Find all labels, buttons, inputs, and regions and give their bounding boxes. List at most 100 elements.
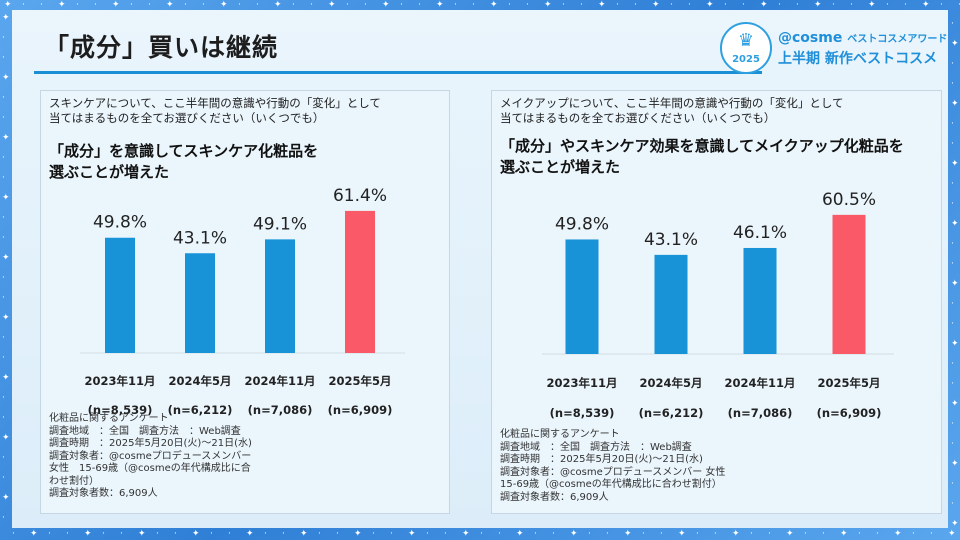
sparkle-decoration: ✦ xyxy=(4,0,12,10)
sparkle-decoration: · xyxy=(750,529,753,539)
sparkle-decoration: ✦ xyxy=(951,99,959,109)
note-line: 調査対象者数：6,909人 xyxy=(500,491,609,503)
sparkle-decoration: · xyxy=(364,0,367,10)
bar-2023年11月 xyxy=(105,237,135,353)
sparkle-decoration: ✦ xyxy=(2,313,10,323)
sparkle-decoration: · xyxy=(2,413,5,423)
sparkle-decoration: ✦ xyxy=(948,529,956,539)
sparkle-decoration: · xyxy=(184,0,187,10)
chart-title-line: 「成分」を意識してスキンケア化粧品を xyxy=(49,142,319,160)
sparkle-decoration: · xyxy=(616,0,619,10)
sparkle-decoration: · xyxy=(40,0,43,10)
data-label: 49.8% xyxy=(93,213,147,233)
sparkle-decoration: · xyxy=(480,529,483,539)
sparkle-decoration: · xyxy=(904,0,907,10)
sparkle-decoration: ✦ xyxy=(894,529,902,539)
sparkle-decoration: · xyxy=(130,0,133,10)
note-line: 調査地域 ：全国 調査方法 ：Web調査 xyxy=(49,425,241,437)
skincare-survey-notes: 化粧品に関するアンケート 調査地域 ：全国 調査方法 ：Web調査 調査時期 ：… xyxy=(49,413,252,501)
sparkle-decoration: · xyxy=(2,453,5,463)
sample-size-label: (n=8,539) xyxy=(550,406,615,420)
sparkle-decoration: ✦ xyxy=(328,0,336,10)
sparkle-decoration: · xyxy=(714,529,717,539)
sparkle-decoration: ✦ xyxy=(2,433,10,443)
makeup-chart-title: 「成分」やスキンケア効果を意識してメイクアップ化粧品を 選ぶことが増えた xyxy=(500,136,904,178)
sparkle-decoration: · xyxy=(688,0,691,10)
sparkle-decoration: ✦ xyxy=(58,0,66,10)
sparkle-decoration: · xyxy=(886,0,889,10)
chart-title-line: 選ぶことが増えた xyxy=(49,163,170,181)
brand-name: @cosme xyxy=(778,30,843,46)
data-label: 49.8% xyxy=(555,214,609,234)
sparkle-decoration: ✦ xyxy=(354,529,362,539)
sparkle-decoration: · xyxy=(372,529,375,539)
sparkle-decoration: · xyxy=(2,353,5,363)
sample-size-label: (n=6,909) xyxy=(328,403,393,417)
note-line: 調査対象者：@cosmeプロデュースメンバー xyxy=(49,450,252,462)
sparkle-decoration: ✦ xyxy=(814,0,822,10)
data-label: 49.1% xyxy=(253,214,307,234)
sparkle-decoration: · xyxy=(951,19,954,29)
sparkle-decoration: · xyxy=(156,529,159,539)
sparkle-decoration: · xyxy=(2,33,5,43)
sparkle-decoration: ✦ xyxy=(951,159,959,169)
category-label: 2024年11月 xyxy=(244,374,315,388)
sparkle-decoration: · xyxy=(2,333,5,343)
sparkle-decoration: · xyxy=(930,529,933,539)
bar-2024年11月 xyxy=(743,247,777,354)
brand-line: @cosme ベストコスメアワード xyxy=(778,30,947,46)
sparkle-decoration: · xyxy=(2,233,5,243)
bar-2025年5月 xyxy=(832,214,866,354)
sample-size-label: (n=6,212) xyxy=(168,403,233,417)
note-line: 調査対象者：@cosmeプロデュースメンバー 女性 xyxy=(500,466,726,478)
sample-size-label: (n=6,212) xyxy=(639,406,704,420)
category-label: 2023年11月 xyxy=(546,376,617,390)
sparkle-decoration: · xyxy=(2,513,5,523)
sparkle-decoration: · xyxy=(454,0,457,10)
sparkle-decoration: ✦ xyxy=(951,399,959,409)
page-title: 「成分」買いは継続 xyxy=(44,33,279,62)
sparkle-decoration: · xyxy=(951,179,954,189)
sparkle-decoration: · xyxy=(76,0,79,10)
sparkle-decoration: ✦ xyxy=(516,529,524,539)
crown-icon: ♛ xyxy=(737,30,755,51)
bar-2024年5月 xyxy=(185,253,215,353)
category-label: 2024年11月 xyxy=(724,376,795,390)
sparkle-decoration: · xyxy=(2,173,5,183)
sparkle-decoration: · xyxy=(12,529,15,539)
sparkle-decoration: · xyxy=(951,79,954,89)
sparkle-decoration: · xyxy=(832,0,835,10)
sparkle-decoration: · xyxy=(642,529,645,539)
award-name: ベストコスメアワード xyxy=(847,34,948,45)
note-line: 化粧品に関するアンケート xyxy=(500,429,620,440)
sparkle-decoration: · xyxy=(400,0,403,10)
data-label: 61.4% xyxy=(333,186,387,206)
sparkle-decoration: ✦ xyxy=(2,13,10,23)
chart-title-line: 選ぶことが増えた xyxy=(500,158,621,176)
makeup-question: メイクアップについて、ここ半年間の意識や行動の「変化」として 当てはまるものを全… xyxy=(500,96,844,126)
note-line: 調査地域 ：全国 調査方法 ：Web調査 xyxy=(500,441,692,453)
sparkle-decoration: · xyxy=(858,529,861,539)
sparkle-decoration: · xyxy=(2,113,5,123)
sparkle-decoration: ✦ xyxy=(706,0,714,10)
sparkle-decoration: ✦ xyxy=(2,193,10,203)
question-line: メイクアップについて、ここ半年間の意識や行動の「変化」として xyxy=(500,96,844,110)
sparkle-decoration: · xyxy=(66,529,69,539)
sparkle-decoration: ✦ xyxy=(951,279,959,289)
sparkle-decoration: · xyxy=(822,529,825,539)
sparkle-decoration: ✦ xyxy=(678,529,686,539)
sparkle-decoration: ✦ xyxy=(112,0,120,10)
sparkle-decoration: · xyxy=(22,0,25,10)
award-badge-logo: ♛ 2025 xyxy=(720,22,772,74)
sparkle-decoration: ✦ xyxy=(652,0,660,10)
sparkle-decoration: · xyxy=(951,419,954,429)
sparkle-decoration: ✦ xyxy=(2,493,10,503)
sparkle-decoration: · xyxy=(120,529,123,539)
sparkle-decoration: · xyxy=(472,0,475,10)
sparkle-decoration: · xyxy=(444,529,447,539)
sparkle-decoration: ✦ xyxy=(246,529,254,539)
sparkle-decoration: · xyxy=(951,239,954,249)
sparkle-decoration: ✦ xyxy=(274,0,282,10)
note-line: 調査対象者数：6,909人 xyxy=(49,488,158,499)
sparkle-decoration: · xyxy=(606,529,609,539)
